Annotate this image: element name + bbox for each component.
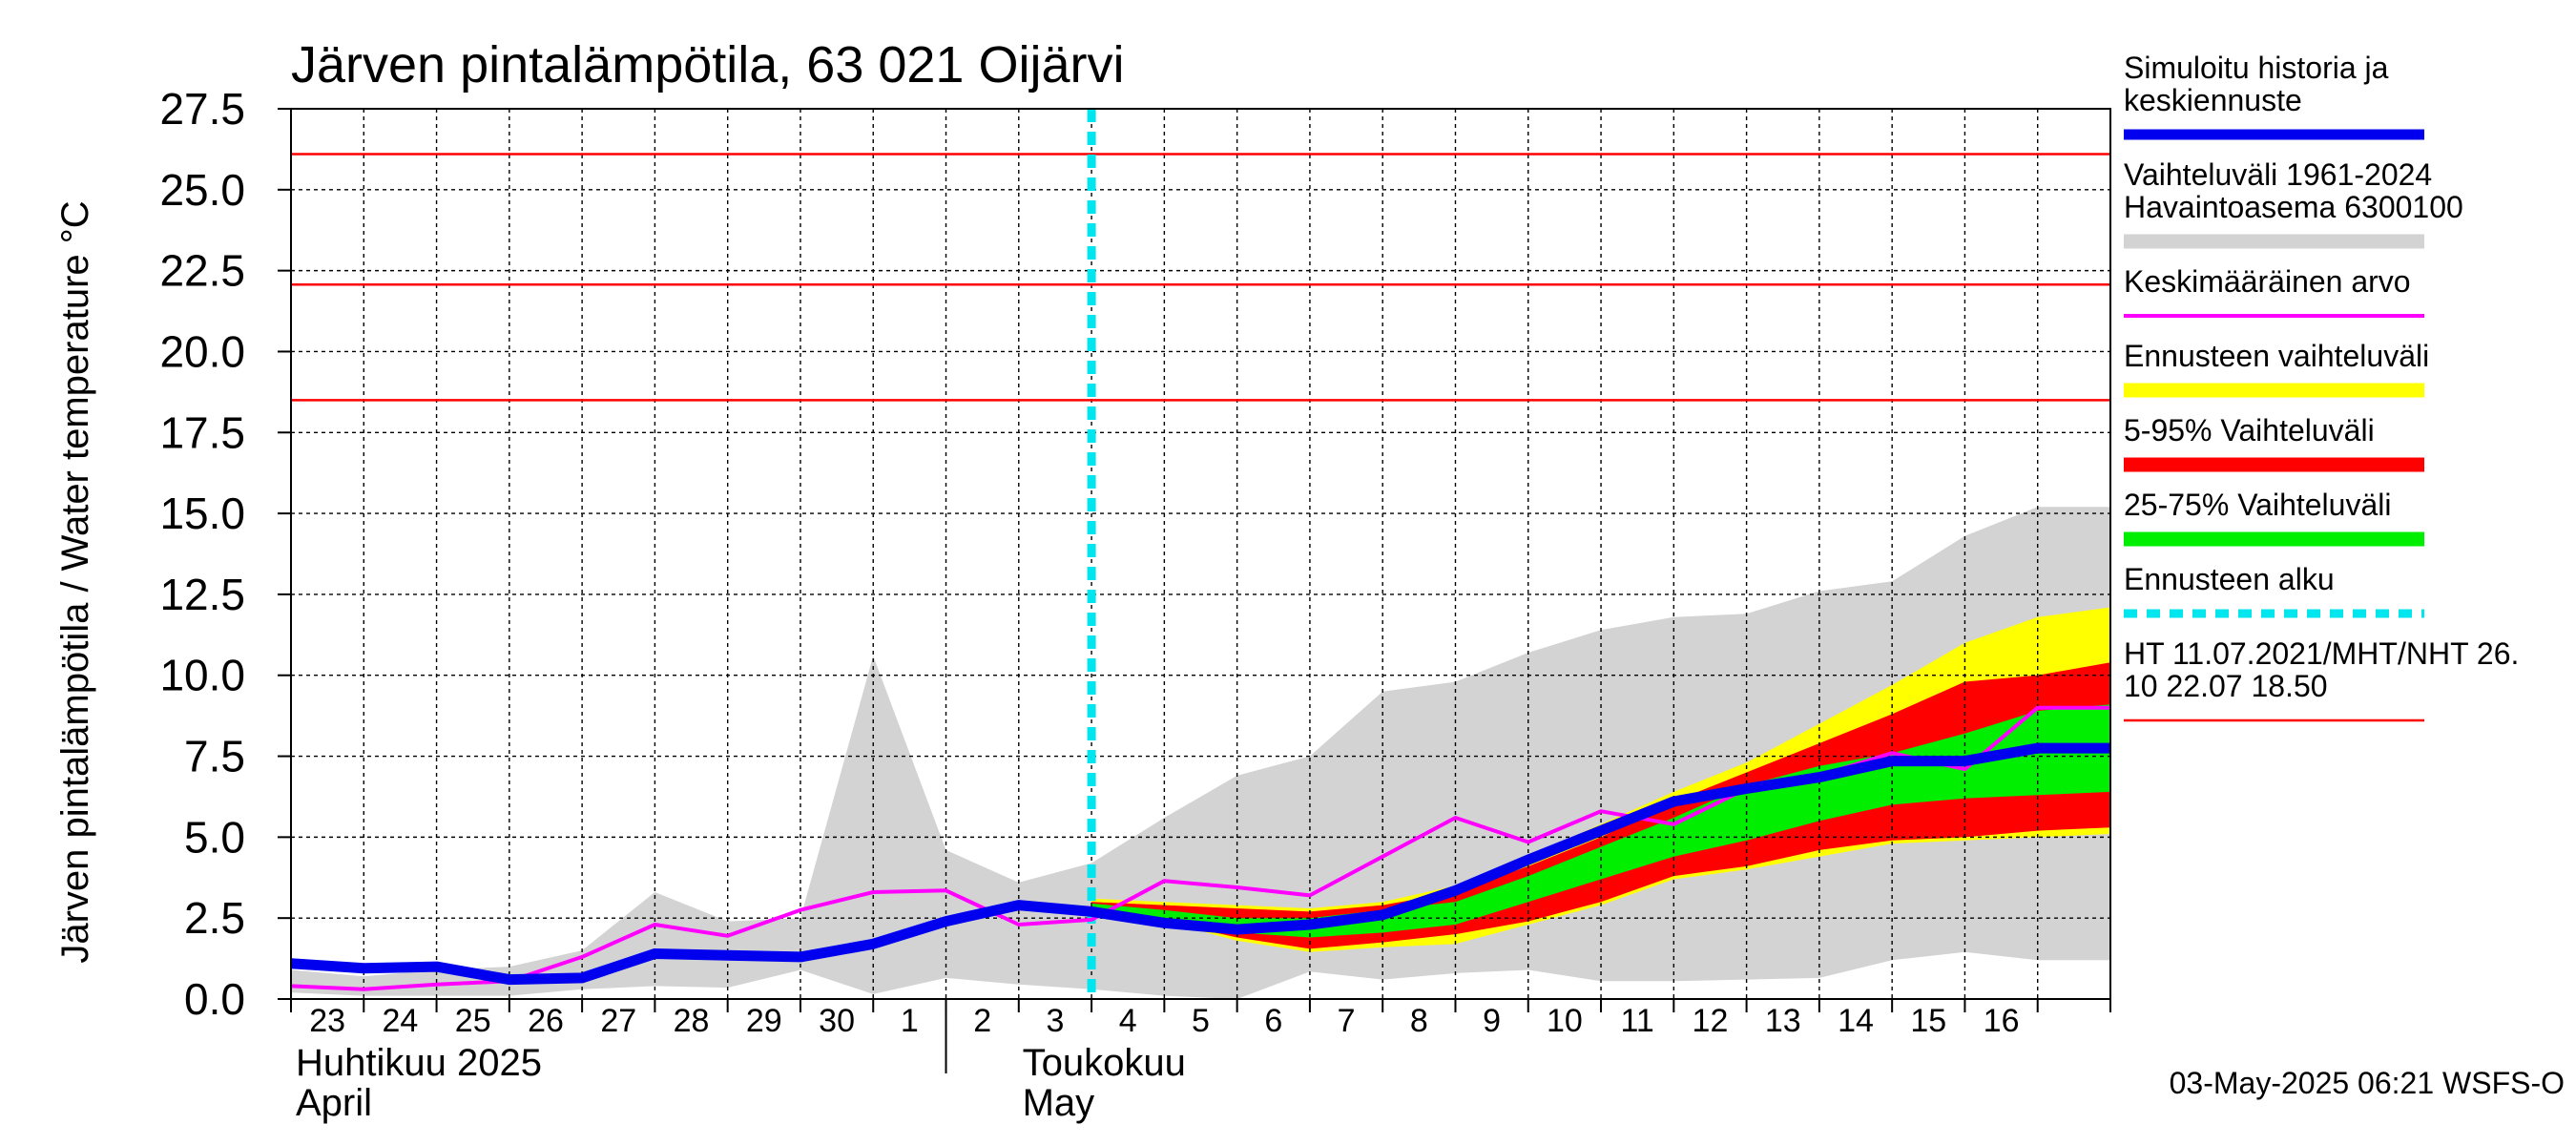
x-tick-label: 30 (819, 1003, 855, 1039)
legend-label: Ennusteen alku (2124, 562, 2335, 596)
x-tick-label: 29 (746, 1003, 782, 1039)
y-tick-label: 22.5 (159, 246, 245, 296)
legend-label: HT 11.07.2021/MHT/NHT 26. (2124, 636, 2519, 671)
x-tick-label: 25 (455, 1003, 491, 1039)
y-tick-label: 17.5 (159, 407, 245, 457)
legend-label: 5-95% Vaihteluväli (2124, 413, 2375, 448)
x-tick-label: 1 (901, 1003, 919, 1039)
x-tick-label: 13 (1765, 1003, 1801, 1039)
x-tick-label: 12 (1693, 1003, 1729, 1039)
series-line (290, 742, 2110, 986)
y-tick-label: 12.5 (159, 570, 245, 619)
y-tick-label: 20.0 (159, 326, 245, 376)
band-2 (1091, 662, 2110, 949)
y-axis-label: Järven pintalämpötila / Water temperatur… (54, 200, 96, 963)
chart-title: Järven pintalämpötila, 63 021 Oijärvi (291, 36, 1124, 94)
y-tick-label: 2.5 (184, 893, 245, 943)
axes: 0.0 2.5 5.0 7.5 10.0 12.5 15.0 17.5 20.0 22.5 25.0… (159, 84, 2111, 1124)
legend-label: keskiennuste (2124, 83, 2302, 117)
x-tick-label: 8 (1410, 1003, 1428, 1039)
month-label-fi: Toukokuu (1023, 1042, 1186, 1084)
y-tick-label: 7.5 (184, 732, 245, 781)
x-tick-label: 28 (674, 1003, 710, 1039)
x-tick-label: 10 (1547, 1003, 1583, 1039)
y-tick-label: 27.5 (159, 84, 245, 134)
y-tick-label: 0.0 (184, 974, 245, 1024)
legend-label: 10 22.07 18.50 (2124, 669, 2328, 703)
x-tick-label: 6 (1264, 1003, 1282, 1039)
x-tick-label: 16 (1984, 1003, 2020, 1039)
y-tick-label: 25.0 (159, 165, 245, 215)
x-tick-label: 15 (1910, 1003, 1946, 1039)
legend-label: Vaihteluväli 1961-2024 (2124, 157, 2432, 192)
legend-label: Havaintoasema 6300100 (2124, 190, 2463, 224)
x-tick-label: 26 (528, 1003, 564, 1039)
y-tick-label: 5.0 (184, 812, 245, 862)
x-tick-label: 7 (1338, 1003, 1356, 1039)
y-tick-label: 10.0 (159, 651, 245, 700)
x-tick-label: 14 (1838, 1003, 1874, 1039)
legend-label: Keskimääräinen arvo (2124, 264, 2411, 299)
month-label-fi: Huhtikuu 2025 (296, 1042, 542, 1084)
x-tick-label: 4 (1119, 1003, 1137, 1039)
legend-label: Ennusteen vaihteluväli (2124, 339, 2429, 373)
y-tick-label: 15.0 (159, 489, 245, 538)
x-tick-label: 3 (1046, 1003, 1064, 1039)
timestamp-footer: 03-May-2025 06:21 WSFS-O (2170, 1066, 2565, 1100)
month-label-en: April (296, 1082, 372, 1124)
month-label-en: May (1023, 1082, 1095, 1124)
plot-frame (290, 108, 2111, 1000)
plot-area (290, 108, 2110, 999)
legend-label: Simuloitu historia ja (2124, 51, 2389, 85)
x-tick-label: 5 (1192, 1003, 1210, 1039)
x-tick-label: 2 (973, 1003, 991, 1039)
legend-label: 25-75% Vaihteluväli (2124, 488, 2391, 522)
x-tick-label: 24 (383, 1003, 419, 1039)
x-tick-label: 11 (1621, 1003, 1654, 1039)
x-tick-label: 23 (309, 1003, 345, 1039)
x-tick-label: 9 (1483, 1003, 1501, 1039)
x-tick-label: 27 (600, 1003, 636, 1039)
